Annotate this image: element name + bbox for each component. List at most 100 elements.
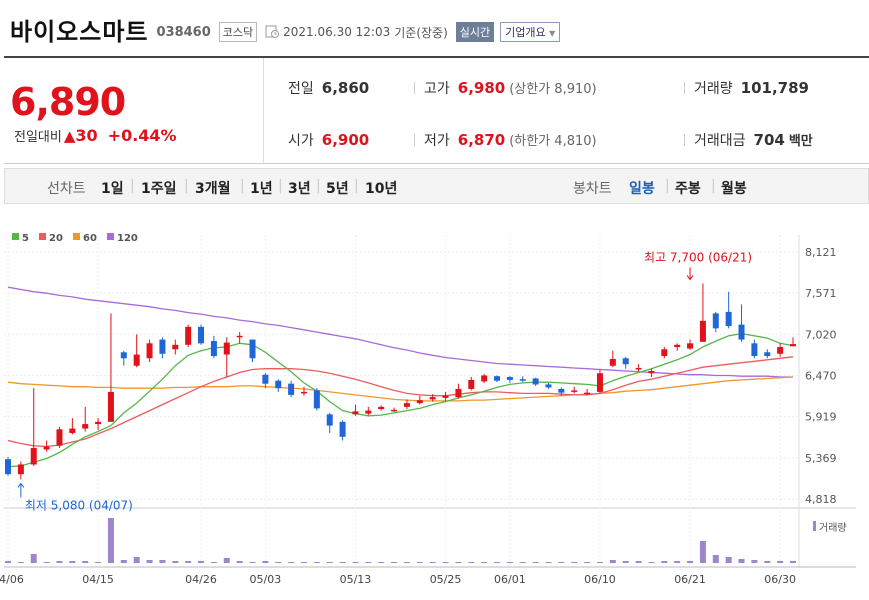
tab-1w[interactable]: 1주일 xyxy=(141,181,177,197)
x-tick-label: 06/21 xyxy=(674,573,706,586)
tab-1y[interactable]: 1년 xyxy=(250,181,273,197)
volume-bar xyxy=(712,555,719,563)
stock-code: 038460 xyxy=(156,24,211,40)
candle-chart-label: 봉차트 xyxy=(573,181,612,197)
volume-bar xyxy=(777,561,784,563)
high-label: 고가 xyxy=(424,81,450,97)
legend-label: 20 xyxy=(49,233,63,244)
x-tick-label: 04/15 xyxy=(82,573,114,586)
candle-body xyxy=(777,347,784,354)
volume-bar xyxy=(223,558,230,563)
ma-5-line xyxy=(7,332,794,468)
volume-bar xyxy=(571,562,578,563)
change-label: 전일대비 xyxy=(14,130,62,145)
candle-body xyxy=(133,354,140,366)
x-tick-label: 04/26 xyxy=(185,573,217,586)
tab-daily[interactable]: 일봉 xyxy=(629,181,655,197)
candle-body xyxy=(262,374,269,384)
candle-body xyxy=(5,459,11,475)
volume-bar xyxy=(120,560,127,563)
candle-body xyxy=(365,410,372,414)
volume-bar xyxy=(210,562,217,563)
lower-limit: (하한가 4,810) xyxy=(509,134,597,149)
realtime-button[interactable]: 실시간 xyxy=(455,21,495,42)
tab-monthly[interactable]: 월봉 xyxy=(721,181,747,197)
price-chart: 8,121 7,571 7,020 6,470 5,919 5,369 4,818 04/06… xyxy=(0,205,869,600)
open-value: 6,900 xyxy=(321,131,370,149)
low-label: 저가 xyxy=(424,133,450,149)
volume-bar xyxy=(429,562,436,563)
volume-bar xyxy=(198,561,205,563)
y-tick-label: 7,020 xyxy=(805,328,837,341)
volume-bar xyxy=(275,562,282,563)
tab-weekly[interactable]: 주봉 xyxy=(675,181,701,197)
candle-body xyxy=(313,390,320,409)
volume-bar xyxy=(687,561,694,563)
open-label: 시가 xyxy=(288,133,314,149)
legend-swatch xyxy=(39,233,46,240)
candle-body xyxy=(416,400,423,404)
volume-value: 101,789 xyxy=(740,79,809,97)
tab-10y[interactable]: 10년 xyxy=(365,181,398,197)
volume-bar xyxy=(339,562,346,563)
volume-bar xyxy=(674,561,681,563)
volume-bar xyxy=(532,562,539,563)
price-change: 전일대비 ▲ 30 +0.44% xyxy=(14,126,177,145)
candle-body xyxy=(519,379,526,381)
low-annotation: 최저 5,080 (04/07) xyxy=(25,498,133,512)
volume-bar xyxy=(288,562,295,563)
volume-bar xyxy=(494,562,501,563)
company-info-dropdown[interactable]: 기업개요 ▼ xyxy=(500,21,561,42)
legend-swatch xyxy=(107,233,114,240)
candle-body xyxy=(609,359,616,366)
candle-body xyxy=(146,343,153,359)
volume-bar xyxy=(416,562,423,563)
candle-body xyxy=(43,446,50,450)
tab-1d[interactable]: 1일 xyxy=(101,181,124,197)
candle-body xyxy=(687,343,694,349)
candle-body xyxy=(648,370,655,374)
candle-body xyxy=(468,379,475,389)
tab-3m[interactable]: 3개월 xyxy=(195,181,231,197)
high-value: 6,980 xyxy=(457,79,506,97)
volume-bar xyxy=(95,562,102,563)
open-price: 시가 6,900 xyxy=(288,130,369,150)
volume-bar xyxy=(725,557,732,563)
upper-limit: (상한가 8,910) xyxy=(509,82,597,97)
low-arrow-icon xyxy=(17,482,25,498)
candle-body xyxy=(288,383,295,395)
trade-value-unit: 백만 xyxy=(788,134,813,149)
stock-header: 바이오스마트 038460 코스닥 2021.06.30 12:03 기준(장중… xyxy=(10,14,561,46)
prev-close: 전일 6,860 xyxy=(288,78,369,98)
tab-3y[interactable]: 3년 xyxy=(288,181,311,197)
current-price-box: 6,890 전일대비 ▲ 30 +0.44% xyxy=(4,58,264,164)
legend-label: 120 xyxy=(117,233,138,244)
tab-5y[interactable]: 5년 xyxy=(326,181,349,197)
candle-body xyxy=(790,344,796,347)
volume-bar xyxy=(506,562,513,563)
volume-label: 거래량 xyxy=(694,81,733,97)
volume: 거래량 101,789 xyxy=(694,78,809,98)
volume-bar xyxy=(609,560,616,563)
volume-bar xyxy=(378,562,385,563)
volume-bar xyxy=(519,562,526,563)
trade-value-label: 거래대금 xyxy=(694,133,746,149)
volume-bar xyxy=(403,562,410,563)
volume-bar xyxy=(596,562,603,563)
candle-body xyxy=(159,339,166,354)
candle-body xyxy=(429,397,436,400)
candle-body xyxy=(532,378,539,385)
candle-body xyxy=(738,324,745,340)
candle-body xyxy=(545,384,552,388)
x-tick-label: 05/25 xyxy=(430,573,462,586)
volume-bar xyxy=(558,562,565,563)
volume-bar xyxy=(326,562,333,563)
candle-body xyxy=(481,375,488,382)
volume-bar xyxy=(764,561,771,563)
volume-bar xyxy=(5,561,11,563)
volume-bar xyxy=(300,562,307,563)
volume-bar xyxy=(352,562,359,563)
x-tick-label: 05/03 xyxy=(250,573,282,586)
candle-body xyxy=(185,326,192,345)
candle-body xyxy=(584,392,591,395)
